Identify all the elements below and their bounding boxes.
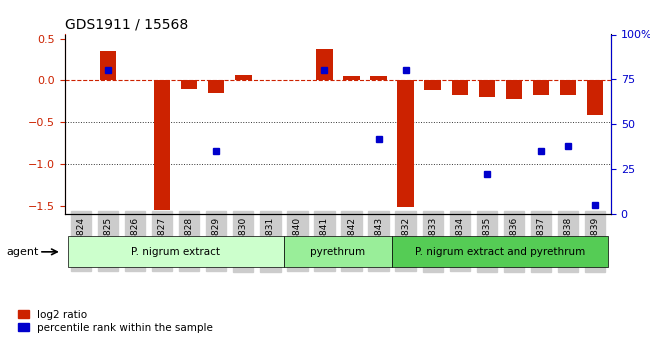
Bar (208, 80, 224, 93)
Text: P. nigrum extract: P. nigrum extract (131, 247, 220, 257)
Bar (424, 80, 441, 90)
Bar (235, 75, 252, 80)
FancyBboxPatch shape (284, 236, 392, 267)
Bar (317, 49, 333, 80)
FancyBboxPatch shape (68, 236, 284, 267)
Text: pyrethrum: pyrethrum (311, 247, 365, 257)
Bar (506, 80, 522, 99)
Bar (343, 76, 359, 80)
Bar (370, 76, 387, 80)
Bar (560, 80, 576, 96)
Bar (154, 80, 170, 210)
Text: P. nigrum extract and pyrethrum: P. nigrum extract and pyrethrum (415, 247, 585, 257)
Legend: log2 ratio, percentile rank within the sample: log2 ratio, percentile rank within the s… (18, 310, 213, 333)
Text: GDS1911 / 15568: GDS1911 / 15568 (65, 18, 188, 32)
Bar (478, 80, 495, 97)
Text: agent: agent (6, 247, 39, 257)
Bar (100, 51, 116, 80)
Bar (181, 80, 198, 89)
Bar (587, 80, 603, 116)
Bar (397, 80, 413, 207)
Bar (452, 80, 468, 96)
Bar (532, 80, 549, 95)
FancyBboxPatch shape (392, 236, 608, 267)
